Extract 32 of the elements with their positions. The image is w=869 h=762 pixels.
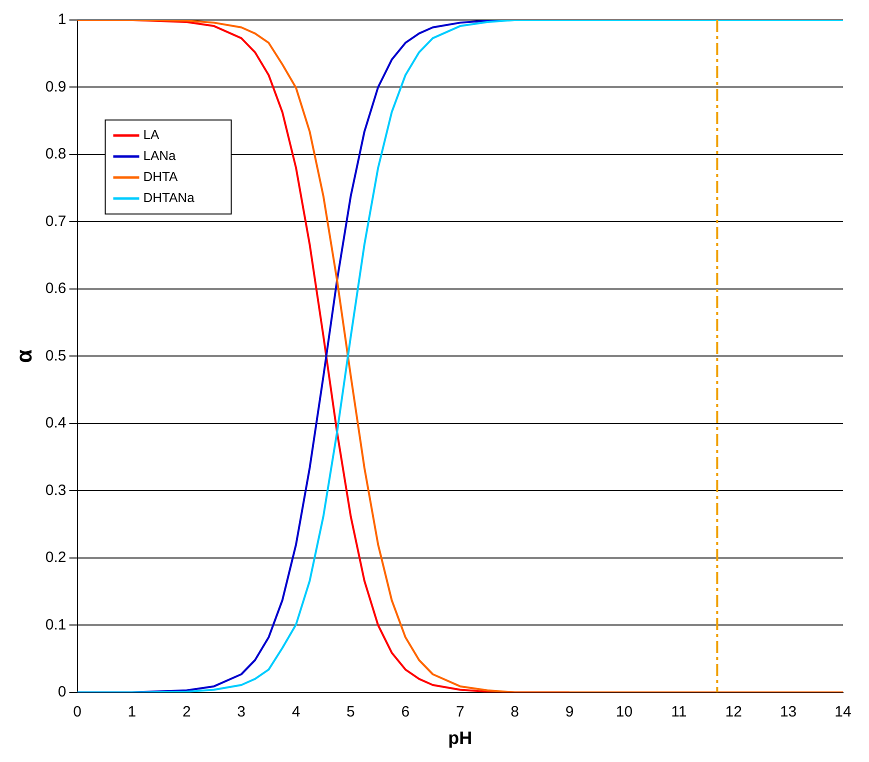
y-tick-label: 0.2	[45, 549, 66, 566]
y-tick-label: 0.7	[45, 212, 66, 230]
x-tick-label: 13	[780, 704, 797, 721]
y-tick-label: 0	[58, 684, 66, 701]
legend-label: DHTANa	[143, 190, 196, 206]
legend-label: LANa	[143, 148, 177, 164]
y-tick-label: 0.8	[45, 146, 66, 163]
legend-label: DHTA	[143, 169, 178, 184]
x-tick-label: 10	[616, 704, 633, 721]
legend-label: LA	[143, 127, 160, 142]
x-tick-label: 9	[565, 704, 574, 721]
x-axis-title: pH	[448, 728, 472, 748]
y-tick-label: 1	[58, 11, 66, 28]
x-tick-label: 1	[128, 704, 136, 721]
x-tick-label: 12	[725, 704, 742, 721]
x-tick-label: 14	[834, 704, 852, 721]
y-axis-title: α	[11, 348, 36, 363]
y-tick-label: 0.6	[45, 280, 66, 298]
x-tick-label: 0	[73, 704, 82, 721]
x-tick-label: 4	[292, 704, 300, 721]
y-tick-label: 0.1	[45, 616, 66, 634]
y-tick-label: 0.5	[45, 347, 66, 364]
y-tick-label: 0.9	[45, 78, 66, 96]
y-tick-label: 0.4	[45, 414, 66, 432]
x-tick-label: 3	[237, 704, 246, 721]
x-tick-label: 6	[401, 704, 410, 721]
x-tick-label: 2	[182, 704, 191, 721]
x-tick-label: 5	[346, 704, 355, 721]
x-tick-label: 11	[671, 704, 687, 721]
x-tick-label: 7	[456, 704, 464, 721]
x-tick-label: 8	[510, 704, 519, 721]
y-tick-label: 0.3	[45, 482, 66, 499]
